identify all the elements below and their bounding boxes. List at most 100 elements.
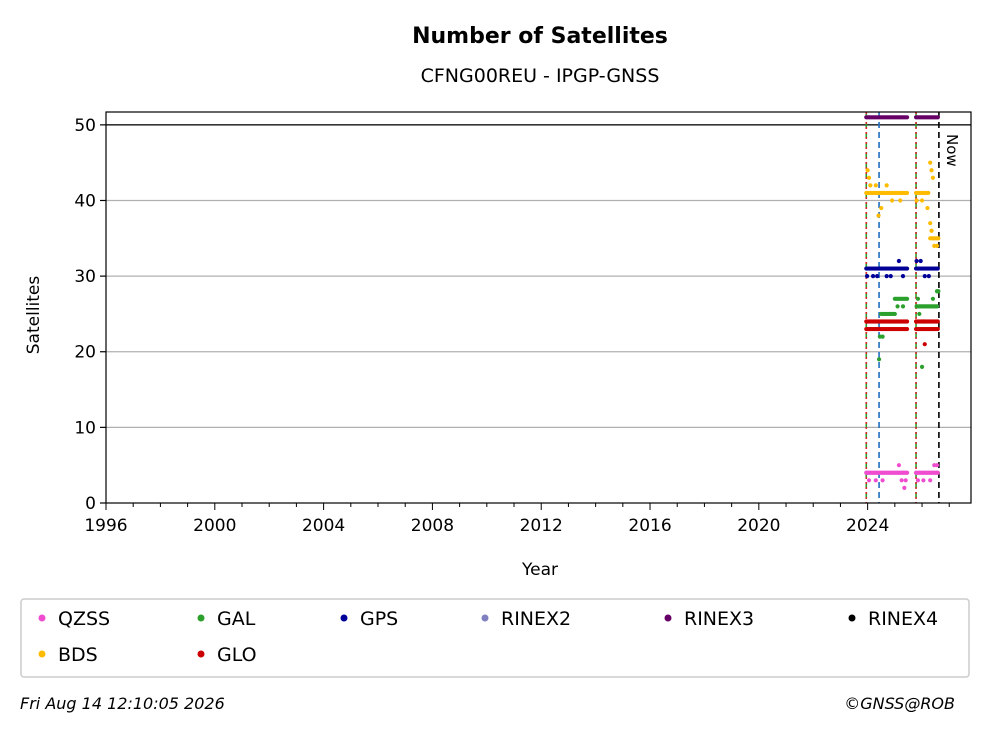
data-point (904, 319, 910, 324)
data-point (934, 243, 940, 248)
y-tick-label: 10 (74, 418, 96, 438)
data-point (880, 334, 885, 339)
data-point (914, 198, 919, 203)
data-point (902, 485, 907, 490)
data-point (888, 274, 893, 279)
x-tick-label: 2016 (628, 516, 671, 536)
data-point (935, 319, 940, 324)
now-label: Now (943, 134, 961, 167)
data-point (896, 463, 902, 468)
y-tick-label: 50 (74, 116, 96, 136)
grid-lines (106, 124, 971, 428)
data-point (876, 213, 881, 218)
data-point (900, 274, 906, 279)
data-point (880, 478, 885, 483)
data-points (864, 115, 941, 490)
data-point (895, 304, 900, 309)
y-axis-label: Satellites (24, 276, 44, 355)
data-point (919, 364, 925, 369)
legend-marker (340, 614, 348, 622)
data-point (865, 168, 870, 173)
legend-label: BDS (58, 644, 98, 666)
legend-marker (38, 650, 46, 658)
data-point (866, 478, 872, 483)
data-point (921, 319, 926, 324)
legend-marker (481, 614, 489, 622)
data-point (884, 183, 889, 188)
x-tick-label: 1996 (84, 516, 127, 536)
data-point (928, 478, 933, 483)
series-bds (864, 160, 941, 248)
data-point (904, 190, 910, 196)
data-point (864, 274, 870, 279)
chart-title: Number of Satellites (412, 24, 668, 49)
data-point (879, 205, 884, 211)
data-point (928, 160, 933, 165)
data-point (919, 198, 925, 203)
legend-label: GPS (360, 608, 398, 630)
data-point (922, 274, 927, 279)
legend-label: RINEX4 (868, 608, 938, 630)
data-point (925, 205, 930, 211)
x-tick-label: 2008 (411, 516, 454, 536)
data-point (935, 470, 940, 475)
series-glo (864, 319, 940, 347)
data-point (929, 168, 934, 173)
data-point (930, 175, 936, 180)
series-rinex3 (864, 115, 940, 120)
legend-label: RINEX3 (684, 608, 754, 630)
data-point (904, 296, 910, 301)
legend-marker (197, 650, 205, 658)
data-point (868, 183, 873, 188)
data-point (929, 228, 934, 233)
data-point (934, 304, 940, 309)
data-point (922, 342, 927, 347)
data-point (904, 326, 910, 332)
series-gps (864, 258, 940, 279)
axes: 0 10 20 30 40 50 1996 2000 2004 2008 2012 2016 2020 2… (74, 116, 950, 536)
data-point (918, 258, 923, 264)
data-point (899, 478, 904, 483)
x-tick-label: 2012 (520, 516, 563, 536)
x-tick-label: 2024 (846, 516, 889, 536)
data-point (900, 304, 906, 309)
footer-credit: ©GNSS@ROB (844, 694, 955, 713)
data-point (904, 266, 910, 271)
data-point (935, 115, 940, 120)
data-point (921, 478, 926, 483)
x-axis-label: Year (521, 560, 558, 580)
data-point (898, 198, 903, 203)
data-point (884, 274, 889, 279)
legend-label: QZSS (58, 608, 110, 630)
data-point (876, 357, 882, 362)
data-point (914, 258, 919, 264)
data-point (935, 266, 940, 271)
data-point (934, 463, 940, 468)
data-point (875, 274, 880, 279)
footer-timestamp: Fri Aug 14 12:10:05 2026 (20, 694, 225, 713)
y-tick-label: 20 (74, 343, 96, 363)
data-point (926, 274, 931, 279)
data-point (873, 183, 878, 188)
x-tick-label: 2000 (193, 516, 236, 536)
legend-label: GLO (217, 644, 257, 666)
data-point (904, 115, 910, 120)
data-point (870, 274, 876, 279)
legend-marker (664, 614, 672, 622)
legend-label: RINEX2 (501, 608, 571, 630)
data-point (903, 478, 908, 483)
legend: QZSS GAL GPS RINEX2 RINEX3 RINEX4 BDS GLO (38, 608, 938, 666)
data-point (904, 470, 910, 475)
legend-marker (38, 614, 46, 622)
y-tick-label: 30 (74, 267, 96, 287)
data-point (936, 236, 941, 241)
data-point (873, 478, 878, 483)
y-tick-label: 0 (85, 494, 96, 514)
plot-frame (105, 111, 972, 504)
legend-box (20, 598, 970, 678)
data-point (866, 175, 872, 180)
data-point (935, 326, 940, 332)
series-gal (876, 289, 941, 369)
chart-subtitle: CFNG00REU - IPGP-GNSS (421, 65, 660, 87)
